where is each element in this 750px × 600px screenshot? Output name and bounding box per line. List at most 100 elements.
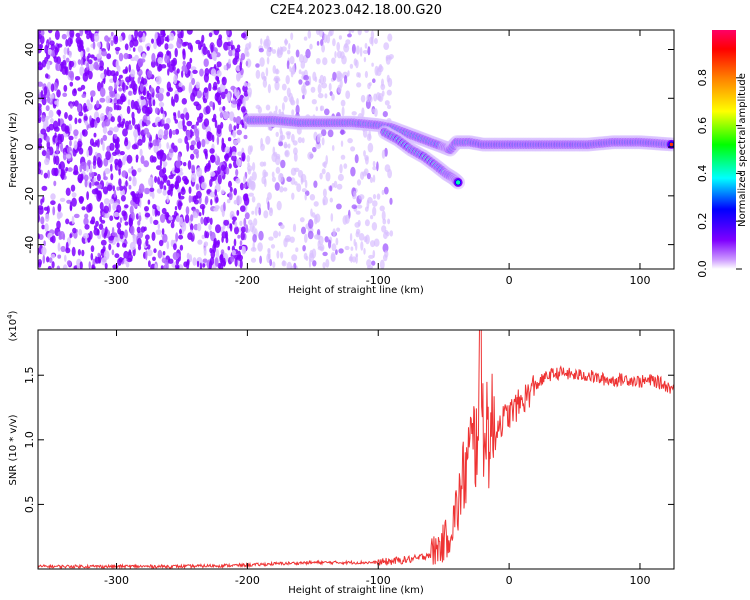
noise-speck	[371, 62, 374, 67]
noise-speck	[236, 44, 241, 50]
noise-speck	[176, 68, 180, 74]
noise-speck	[276, 250, 280, 259]
noise-speck	[182, 50, 186, 60]
noise-speck	[154, 176, 158, 183]
noise-speck	[57, 118, 61, 127]
noise-speck	[134, 30, 139, 39]
noise-speck	[172, 99, 176, 107]
noise-speck	[181, 186, 185, 192]
noise-speck	[240, 205, 246, 212]
noise-speck	[325, 171, 331, 182]
noise-speck	[216, 37, 223, 48]
noise-speck	[162, 189, 167, 196]
noise-speck	[351, 30, 355, 33]
noise-speck	[56, 265, 61, 269]
noise-speck	[110, 40, 114, 47]
noise-speck	[283, 237, 288, 248]
noise-speck	[290, 67, 296, 75]
noise-speck	[206, 216, 211, 223]
noise-speck	[275, 105, 278, 112]
noise-speck	[344, 75, 348, 84]
noise-speck	[355, 254, 358, 264]
noise-speck	[141, 105, 148, 114]
noise-speck	[304, 233, 308, 243]
noise-speck	[65, 39, 69, 47]
noise-speck	[267, 83, 271, 94]
noise-speck	[91, 188, 98, 195]
noise-speck	[156, 151, 162, 157]
noise-speck	[166, 91, 171, 97]
noise-speck	[296, 183, 302, 193]
noise-speck	[69, 103, 73, 109]
noise-speck	[100, 219, 106, 224]
noise-speck	[275, 131, 279, 137]
noise-speck	[353, 190, 357, 197]
noise-speck	[114, 158, 119, 166]
noise-speck	[186, 130, 191, 138]
noise-speck	[231, 151, 237, 157]
noise-speck	[97, 81, 102, 92]
noise-speck	[93, 181, 100, 186]
noise-speck	[276, 200, 282, 211]
noise-speck	[303, 74, 309, 81]
noise-speck	[209, 148, 215, 154]
noise-speck	[322, 57, 328, 66]
noise-speck	[323, 33, 328, 44]
noise-speck	[65, 57, 70, 63]
noise-speck	[45, 105, 50, 112]
noise-speck	[72, 227, 77, 234]
noise-speck	[177, 87, 183, 93]
noise-speck	[152, 256, 156, 261]
noise-speck	[212, 134, 215, 143]
noise-speck	[210, 154, 216, 164]
noise-speck	[351, 111, 357, 116]
noise-speck	[221, 236, 224, 243]
noise-speck	[83, 217, 89, 226]
noise-speck	[54, 100, 59, 105]
noise-speck	[164, 36, 169, 42]
noise-speck	[131, 144, 138, 150]
noise-speck	[131, 111, 135, 120]
noise-speck	[286, 176, 292, 182]
noise-speck	[180, 113, 185, 120]
noise-speck	[335, 70, 342, 80]
snr-series-line	[38, 330, 674, 569]
noise-speck	[98, 223, 104, 230]
noise-speck	[117, 115, 122, 123]
noise-speck	[381, 225, 387, 233]
noise-speck	[145, 250, 148, 261]
noise-speck	[41, 96, 47, 106]
noise-speck	[93, 61, 99, 70]
noise-speck	[233, 116, 237, 123]
noise-speck	[149, 216, 153, 225]
noise-speck	[99, 113, 105, 122]
noise-speck	[84, 224, 90, 230]
noise-speck	[330, 213, 334, 222]
noise-speck	[69, 81, 74, 87]
noise-speck	[47, 30, 53, 34]
noise-speck	[187, 232, 194, 241]
noise-speck	[268, 236, 274, 241]
noise-speck	[190, 214, 194, 222]
noise-speck	[237, 234, 241, 239]
noise-speck	[146, 46, 150, 51]
noise-speck	[148, 260, 151, 268]
noise-speck	[224, 146, 230, 154]
noise-speck	[69, 205, 73, 211]
noise-speck	[81, 249, 85, 257]
noise-speck	[177, 120, 184, 130]
noise-speck	[174, 264, 180, 269]
noise-speck	[103, 205, 109, 214]
noise-speck	[322, 188, 327, 198]
noise-speck	[90, 90, 96, 97]
noise-speck	[279, 127, 283, 134]
noise-speck	[129, 219, 133, 228]
noise-speck	[369, 95, 373, 103]
noise-speck	[244, 193, 249, 199]
noise-speck	[240, 52, 246, 61]
noise-speck	[47, 48, 52, 56]
noise-speck	[376, 193, 381, 200]
noise-speck	[215, 248, 220, 259]
noise-speck	[200, 181, 207, 190]
noise-speck	[298, 54, 304, 63]
